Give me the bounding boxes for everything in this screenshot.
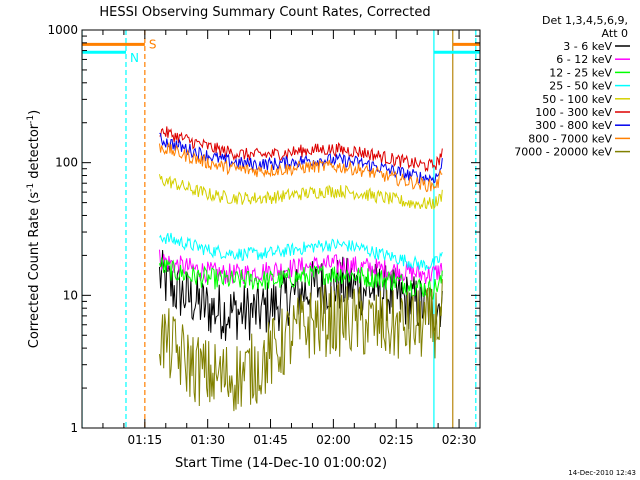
series-line (159, 279, 443, 412)
y-tick-label: 10 (63, 288, 78, 302)
series-line (159, 249, 443, 285)
x-tick-label: 01:45 (253, 433, 288, 447)
legend-label: 800 - 7000 keV (528, 132, 612, 145)
y-tick-label: 1 (70, 421, 78, 435)
series-line (159, 126, 443, 173)
legend-label: 3 - 6 keV (563, 40, 612, 53)
legend-label: 7000 - 20000 keV (514, 146, 612, 159)
series-line (159, 174, 443, 211)
legend-label: 300 - 800 keV (535, 119, 612, 132)
series-line (159, 141, 443, 193)
x-tick-label: 01:30 (190, 433, 225, 447)
flag-label-s: S (149, 37, 157, 51)
series-line (159, 132, 443, 184)
legend-label: 100 - 300 keV (535, 106, 612, 119)
legend-header-line1: Det 1,3,4,5,6,9, (542, 14, 628, 27)
legend-header-line2: Att 0 (602, 27, 628, 40)
x-tick-label: 02:15 (379, 433, 414, 447)
flag-label-n: N (130, 51, 139, 65)
y-tick-label: 1000 (47, 23, 78, 37)
legend-label: 12 - 25 keV (549, 66, 612, 79)
series-line (159, 232, 443, 271)
legend-label: 6 - 12 keV (556, 53, 612, 66)
x-tick-label: 02:30 (442, 433, 477, 447)
x-axis-label: Start Time (14-Dec-10 01:00:02) (175, 456, 387, 471)
series-line (159, 257, 443, 300)
x-tick-label: 01:15 (128, 433, 163, 447)
plot-area (81, 29, 481, 429)
timestamp: 14-Dec-2010 12:43 (568, 469, 636, 477)
y-tick-label: 100 (55, 156, 78, 170)
legend-label: 50 - 100 keV (542, 93, 612, 106)
legend-label: 25 - 50 keV (549, 80, 612, 93)
y-axis-label: Corrected Count Rate (s-1 detector-1) (26, 110, 42, 348)
x-tick-label: 02:00 (316, 433, 351, 447)
chart-title: HESSI Observing Summary Count Rates, Cor… (99, 5, 430, 20)
